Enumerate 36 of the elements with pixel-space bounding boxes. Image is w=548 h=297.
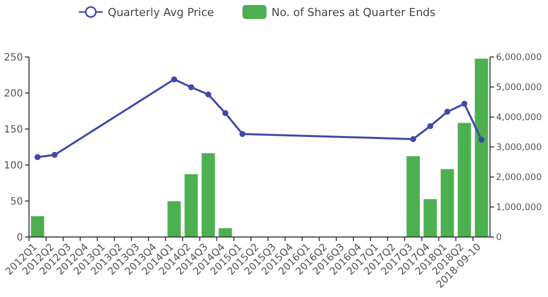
y2-tick-label: 6,000,000 [496, 53, 542, 64]
bar [184, 174, 199, 238]
bar [30, 216, 45, 238]
bar [422, 198, 438, 238]
bar [166, 200, 182, 238]
legend-label: No. of Shares at Quarter Ends [272, 6, 436, 19]
point [34, 154, 41, 160]
point [410, 136, 416, 142]
point [239, 131, 246, 138]
bar [406, 156, 420, 238]
y-tick-label: 50 [10, 196, 23, 208]
bar [457, 122, 472, 238]
bar [200, 152, 216, 238]
point [427, 123, 434, 130]
y-tick-label: 150 [4, 124, 23, 136]
point [461, 100, 468, 107]
y-tick-label: 100 [4, 160, 23, 172]
y2-tick-label: 5,000,000 [496, 83, 542, 94]
point [478, 136, 484, 143]
y-tick-label: 250 [4, 52, 23, 64]
y2-tick-label: 3,000,000 [496, 143, 542, 154]
y2-tick-label: 1,000,000 [496, 203, 542, 214]
y2-tick-label: 4,000,000 [496, 113, 542, 124]
point [444, 108, 450, 115]
legend-label: Quarterly Avg Price [108, 6, 214, 19]
y2-tick-label: 0 [496, 233, 502, 244]
point [205, 91, 212, 98]
point [52, 152, 58, 158]
bar [440, 168, 455, 238]
point [171, 76, 178, 82]
y-tick-label: 200 [4, 88, 23, 100]
y-tick-label: 0 [16, 232, 23, 244]
y2-tick-label: 2,000,000 [496, 173, 542, 184]
point [222, 110, 228, 116]
point [188, 84, 194, 90]
bar [218, 228, 233, 238]
